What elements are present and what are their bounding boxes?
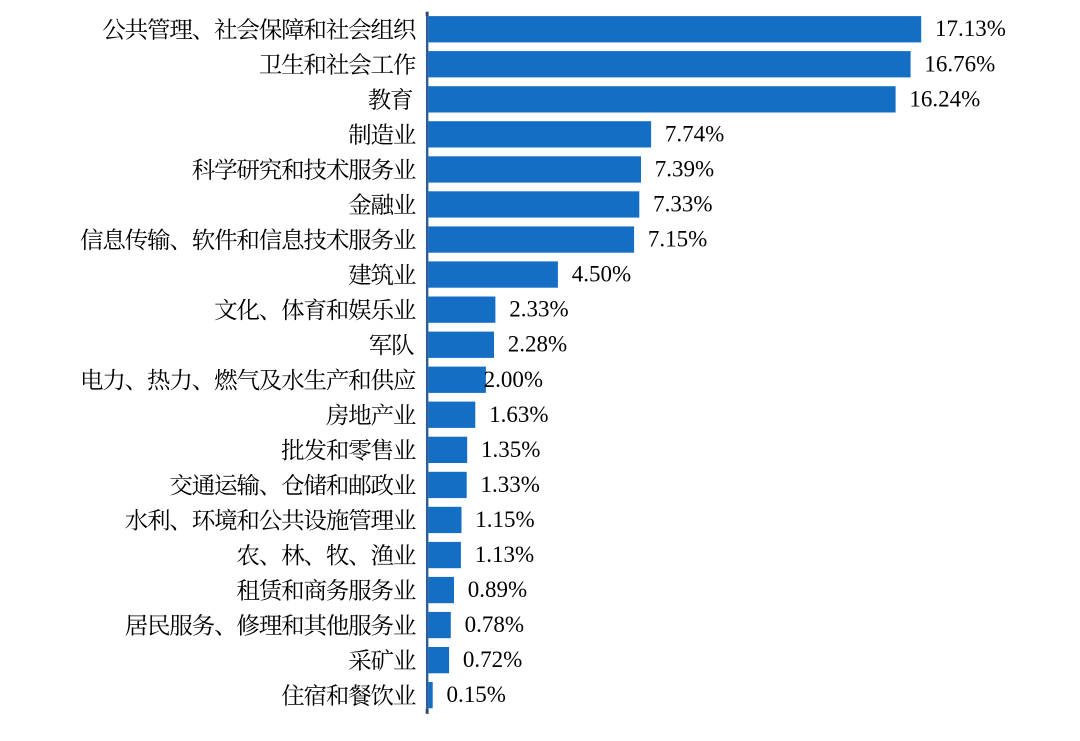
svg-text:1.13%: 1.13% [475,542,534,567]
svg-text:0.15%: 0.15% [447,682,506,707]
svg-text:17.13%: 17.13% [935,16,1006,41]
svg-text:7.15%: 7.15% [648,227,707,252]
svg-text:0.89%: 0.89% [468,577,527,602]
svg-text:1.33%: 1.33% [481,472,540,497]
svg-text:7.39%: 7.39% [655,156,714,181]
svg-text:0.78%: 0.78% [465,612,524,637]
svg-text:4.50%: 4.50% [572,262,631,287]
svg-text:7.33%: 7.33% [653,192,712,217]
svg-text:1.35%: 1.35% [481,437,540,462]
svg-text:0.72%: 0.72% [463,647,522,672]
svg-text:2.28%: 2.28% [508,332,567,357]
svg-text:7.74%: 7.74% [665,121,724,146]
svg-text:1.15%: 1.15% [475,507,534,532]
svg-text:1.63%: 1.63% [489,402,548,427]
svg-text:2.33%: 2.33% [509,297,568,322]
svg-text:16.76%: 16.76% [924,51,995,76]
svg-text:2.00%: 2.00% [484,367,543,392]
svg-text:16.24%: 16.24% [909,86,980,111]
